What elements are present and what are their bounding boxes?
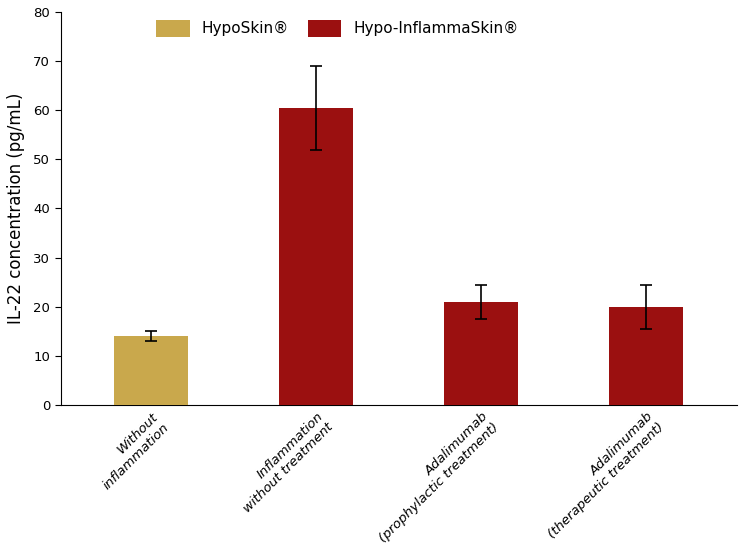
Y-axis label: IL-22 concentration (pg/mL): IL-22 concentration (pg/mL) xyxy=(7,93,25,324)
Bar xyxy=(444,302,519,405)
Bar xyxy=(279,108,353,405)
Bar xyxy=(609,307,684,405)
Bar xyxy=(114,336,188,405)
Legend: HypoSkin®, Hypo-InflammaSkin®: HypoSkin®, Hypo-InflammaSkin® xyxy=(156,19,519,37)
